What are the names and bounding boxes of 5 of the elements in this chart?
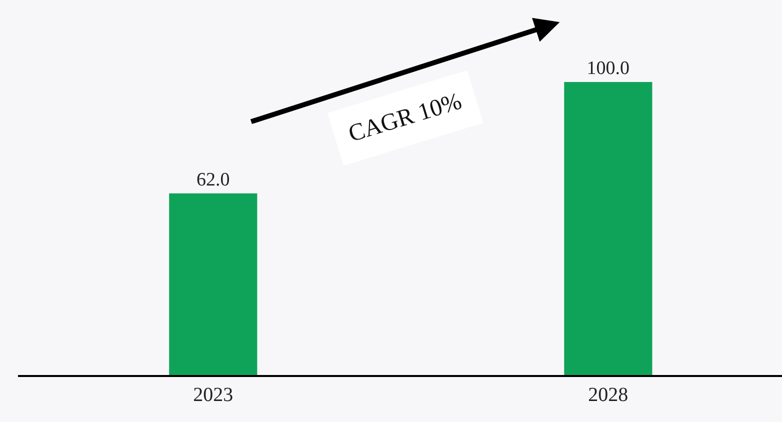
x-tick-label: 2028 <box>588 384 628 406</box>
annotation: CAGR 10% <box>346 88 465 148</box>
x-tick-label: 2023 <box>193 384 234 406</box>
data-label: 100.0 <box>586 58 630 80</box>
data-label: 62.0 <box>196 169 230 190</box>
